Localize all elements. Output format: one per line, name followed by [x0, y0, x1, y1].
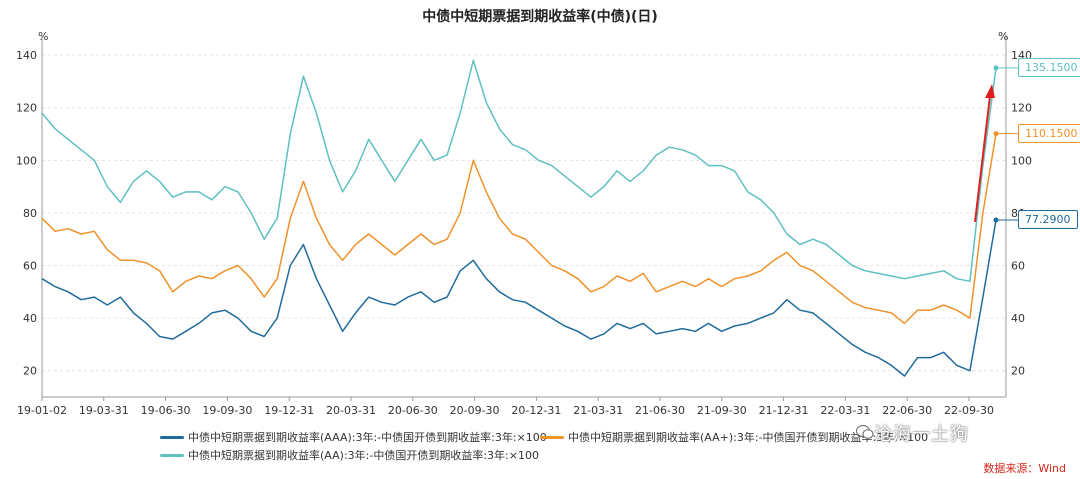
x-tick-label: 19-06-30 — [141, 404, 191, 417]
x-tick-label: 20-03-31 — [326, 404, 376, 417]
x-tick-label: 22-09-30 — [944, 404, 994, 417]
y-tick-label-left: 60 — [23, 260, 37, 273]
x-tick-label: 20-12-31 — [511, 404, 561, 417]
y-tick-label-left: 120 — [16, 102, 37, 115]
series-line-aa-plus — [41, 133, 997, 325]
x-tick-label: 22-06-30 — [882, 404, 932, 417]
y-tick-label-left: 20 — [23, 365, 37, 378]
legend-label-aaa: 中债中短期票据到期收益率(AAA):3年:-中债国开债到期收益率:3年:×100 — [188, 431, 547, 444]
legend-item-aa[interactable]: 中债中短期票据到期收益率(AA):3年:-中债国开债到期收益率:3年:×100 — [160, 447, 539, 463]
chart-title: 中债中短期票据到期收益率(中债)(日) — [422, 9, 658, 25]
legend-item-aaa[interactable]: 中债中短期票据到期收益率(AAA):3年:-中债国开债到期收益率:3年:×100 — [160, 429, 547, 445]
x-tick-label: 21-03-31 — [573, 404, 623, 417]
x-tick-label: 21-09-30 — [697, 404, 747, 417]
x-tick-label: 20-09-30 — [450, 404, 500, 417]
data-source: 数据来源：Wind — [983, 462, 1066, 475]
legend-label-aa: 中债中短期票据到期收益率(AA):3年:-中债国开债到期收益率:3年:×100 — [188, 449, 539, 462]
trend-arrow-head — [985, 84, 995, 98]
y-tick-label-right: 40 — [1011, 312, 1025, 325]
end-label-aa-plus: 110.1500 — [1018, 123, 1080, 143]
x-tick-label: 22-03-31 — [820, 404, 870, 417]
x-tick-label: 21-12-31 — [759, 404, 809, 417]
x-tick-label: 19-12-31 — [264, 404, 314, 417]
legend-swatch-aaa — [160, 435, 184, 439]
legend-swatch-aa — [160, 453, 184, 457]
trend-arrow-shaft — [974, 95, 991, 223]
y-axis-unit-left: % — [38, 30, 49, 43]
y-tick-label-right: 100 — [1011, 154, 1032, 167]
x-tick-label: 21-06-30 — [635, 404, 685, 417]
y-axis-unit-right: % — [998, 30, 1009, 43]
legend-item-aa-plus[interactable]: 中债中短期票据到期收益率(AA+):3年:-中债国开债到期收益率:3年:×100 — [540, 429, 928, 445]
legend-swatch-aa-plus — [540, 435, 564, 439]
series-line-aaa — [41, 219, 997, 377]
end-label-aa: 135.1500 — [1018, 57, 1080, 77]
y-tick-label-right: 120 — [1011, 102, 1032, 115]
y-tick-label-left: 100 — [16, 154, 37, 167]
y-tick-label-left: 140 — [16, 49, 37, 62]
y-tick-label-left: 40 — [23, 312, 37, 325]
x-tick-label: 19-09-30 — [202, 404, 252, 417]
y-tick-label-left: 80 — [23, 207, 37, 220]
watermark: 沧海一土狗 — [874, 424, 969, 445]
end-label-aaa: 77.2900 — [1018, 210, 1078, 230]
y-tick-label-right: 60 — [1011, 260, 1025, 273]
y-tick-label-right: 20 — [1011, 365, 1025, 378]
x-tick-label: 20-06-30 — [388, 404, 438, 417]
legend-label-aa-plus: 中债中短期票据到期收益率(AA+):3年:-中债国开债到期收益率:3年:×100 — [568, 431, 929, 444]
x-tick-label: 19-03-31 — [79, 404, 129, 417]
series-line-aa — [41, 59, 997, 283]
wechat-icon — [856, 425, 874, 439]
x-tick-label: 19-01-02 — [17, 404, 67, 417]
